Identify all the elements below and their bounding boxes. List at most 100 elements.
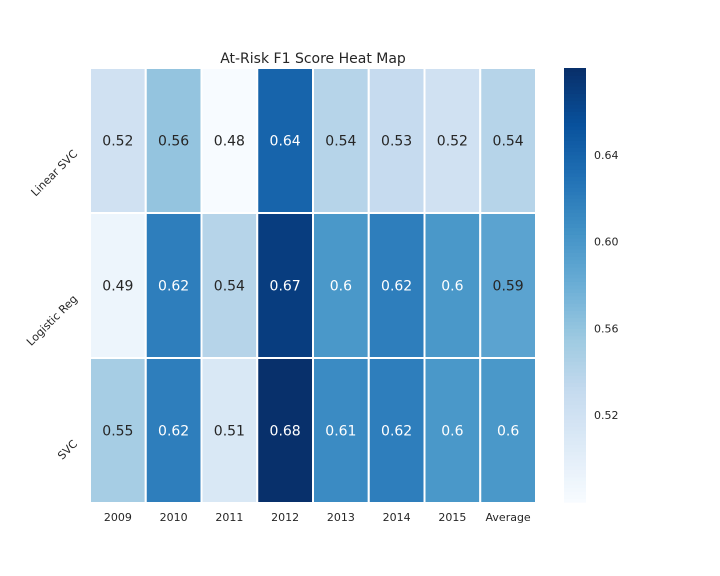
cell-value-label: 0.6 bbox=[330, 279, 352, 295]
colorbar-segment bbox=[564, 483, 586, 489]
heatmap-cell bbox=[367, 212, 426, 359]
colorbar-segment bbox=[564, 303, 586, 308]
colorbar-segment bbox=[564, 332, 586, 337]
heatmap-cell bbox=[256, 357, 314, 504]
cell-value-label: 0.62 bbox=[158, 424, 189, 440]
colorbar-segment bbox=[564, 154, 586, 160]
colorbar-segment bbox=[564, 342, 586, 348]
colorbar-segment bbox=[564, 234, 586, 239]
colorbar-segment bbox=[564, 364, 586, 369]
colorbar-segment bbox=[564, 411, 586, 416]
colorbar-segment bbox=[564, 143, 586, 149]
y-tick-label: SVC bbox=[55, 437, 80, 462]
colorbar-segment bbox=[564, 122, 586, 127]
colorbar-segment bbox=[564, 129, 586, 134]
colorbar: 0.52 0.56 0.60 0.64 bbox=[564, 68, 619, 503]
cell-value-label: 0.68 bbox=[270, 424, 301, 440]
heatmap-cell bbox=[367, 357, 426, 504]
colorbar-segment bbox=[564, 379, 586, 384]
colorbar-segment bbox=[564, 422, 586, 427]
cell-value-label: 0.62 bbox=[381, 279, 412, 295]
colorbar-segment bbox=[564, 223, 586, 228]
colorbar-segment bbox=[564, 274, 586, 279]
colorbar-segment bbox=[564, 469, 586, 474]
colorbar-segment bbox=[564, 313, 586, 319]
colorbar-segment bbox=[564, 190, 586, 196]
colorbar-segment bbox=[564, 277, 586, 282]
colorbar-segment bbox=[564, 198, 586, 203]
x-tick-label: 2012 bbox=[271, 511, 299, 524]
heatmap-cell bbox=[144, 357, 203, 504]
colorbar-segment bbox=[564, 371, 586, 377]
colorbar-segment bbox=[564, 433, 586, 438]
cell-value-label: 0.51 bbox=[214, 424, 245, 440]
colorbar-segment bbox=[564, 151, 586, 156]
colorbar-segment bbox=[564, 256, 586, 261]
colorbar-segment bbox=[564, 476, 586, 481]
x-tick-label: 2009 bbox=[104, 511, 132, 524]
colorbar-segment bbox=[564, 89, 586, 94]
colorbar-segment bbox=[564, 487, 586, 492]
cell-value-label: 0.49 bbox=[102, 279, 133, 295]
heatmap-cell bbox=[144, 67, 203, 214]
colorbar-segment bbox=[564, 158, 586, 163]
colorbar-segment bbox=[564, 494, 586, 499]
colorbar-segment bbox=[564, 458, 586, 463]
colorbar-segment bbox=[564, 111, 586, 116]
colorbar-segment bbox=[564, 462, 586, 467]
heatmap-cell bbox=[312, 357, 370, 504]
colorbar-segment bbox=[564, 86, 586, 91]
colorbar-segment bbox=[564, 147, 586, 152]
colorbar-segment bbox=[564, 281, 586, 286]
x-tick-label: 2014 bbox=[383, 511, 411, 524]
colorbar-segment bbox=[564, 104, 586, 109]
colorbar-segment bbox=[564, 216, 586, 221]
heatmap-cell bbox=[256, 212, 314, 359]
colorbar-segment bbox=[564, 165, 586, 170]
heatmap-cell bbox=[89, 67, 147, 214]
colorbar-segment bbox=[564, 230, 586, 235]
colorbar-segment bbox=[564, 82, 586, 87]
cell-value-label: 0.52 bbox=[102, 134, 133, 150]
colorbar-segment bbox=[564, 386, 586, 391]
colorbar-segment bbox=[564, 335, 586, 340]
chart-title: At-Risk F1 Score Heat Map bbox=[220, 51, 406, 67]
colorbar-segment bbox=[564, 187, 586, 192]
colorbar-segment bbox=[564, 237, 586, 243]
cell-value-label: 0.6 bbox=[441, 279, 463, 295]
colorbar-segment bbox=[564, 263, 586, 268]
colorbar-segment bbox=[564, 172, 586, 178]
colorbar-segment bbox=[564, 321, 586, 326]
colorbar-segment bbox=[564, 252, 586, 257]
x-tick-label: 2015 bbox=[438, 511, 466, 524]
colorbar-segment bbox=[564, 473, 586, 478]
cell-value-label: 0.64 bbox=[270, 134, 301, 150]
colorbar-tick-label: 0.60 bbox=[594, 236, 619, 249]
colorbar-segment bbox=[564, 136, 586, 141]
colorbar-segment bbox=[564, 176, 586, 181]
colorbar-segment bbox=[564, 270, 586, 275]
colorbar-segment bbox=[564, 107, 586, 112]
cell-value-label: 0.6 bbox=[441, 424, 463, 440]
heatmap-cell bbox=[423, 357, 482, 504]
x-tick-label: 2013 bbox=[327, 511, 355, 524]
colorbar-segment bbox=[564, 140, 586, 145]
colorbar-segment bbox=[564, 68, 586, 73]
colorbar-segment bbox=[564, 418, 586, 424]
colorbar-segment bbox=[564, 299, 586, 304]
y-axis-labels: Linear SVC Logistic Reg SVC bbox=[24, 147, 80, 462]
colorbar-segment bbox=[564, 162, 586, 167]
heatmap-cell bbox=[89, 357, 147, 504]
colorbar-segment bbox=[564, 426, 586, 431]
cell-value-label: 0.6 bbox=[497, 424, 519, 440]
colorbar-segment bbox=[564, 212, 586, 217]
colorbar-segment bbox=[564, 227, 586, 232]
colorbar-segment bbox=[564, 465, 586, 471]
colorbar-segment bbox=[564, 201, 586, 207]
colorbar-segment bbox=[564, 118, 586, 123]
colorbar-segment bbox=[564, 241, 586, 246]
cell-value-label: 0.67 bbox=[270, 279, 301, 295]
colorbar-segment bbox=[564, 357, 586, 362]
colorbar-segment bbox=[564, 353, 586, 358]
